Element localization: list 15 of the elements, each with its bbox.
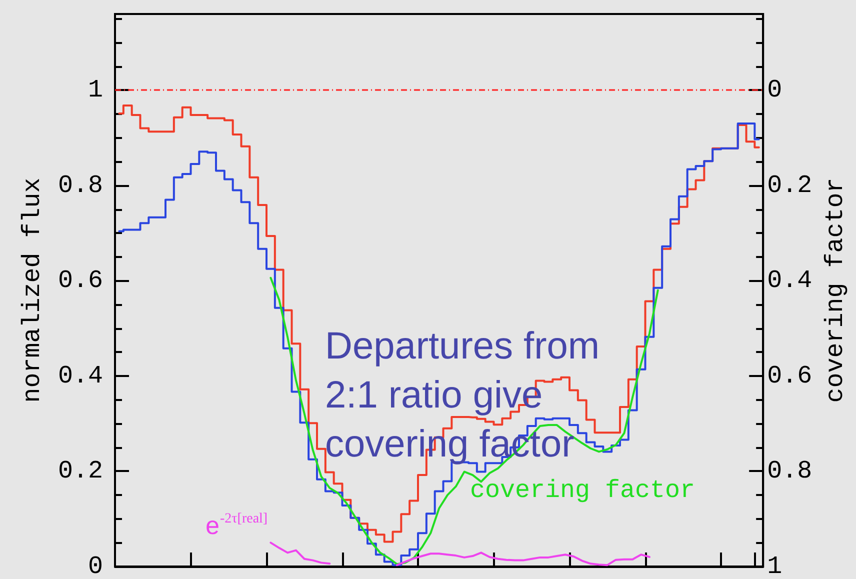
y-tick-label: 0.8: [58, 170, 103, 200]
y2-tick-label: 0.2: [767, 170, 812, 200]
y-tick-label: 0: [88, 552, 103, 579]
y-tick-label: 0.4: [58, 361, 103, 390]
y-tick-label: 0.6: [58, 266, 103, 296]
y2-tick-label: 0: [767, 76, 782, 105]
y-tick-label: 0.2: [58, 456, 103, 486]
y2-tick-label: 0.6: [767, 361, 812, 390]
y2-tick-label: 0.8: [767, 456, 812, 486]
y-axis-title: normalized flux: [18, 178, 47, 403]
y2-tick-label: 1: [767, 552, 782, 579]
text: covering factor: [821, 178, 850, 403]
series-label: covering factor: [470, 476, 696, 505]
y-tick-label: 1: [88, 76, 103, 105]
y2-tick-label: 0.4: [767, 266, 812, 296]
